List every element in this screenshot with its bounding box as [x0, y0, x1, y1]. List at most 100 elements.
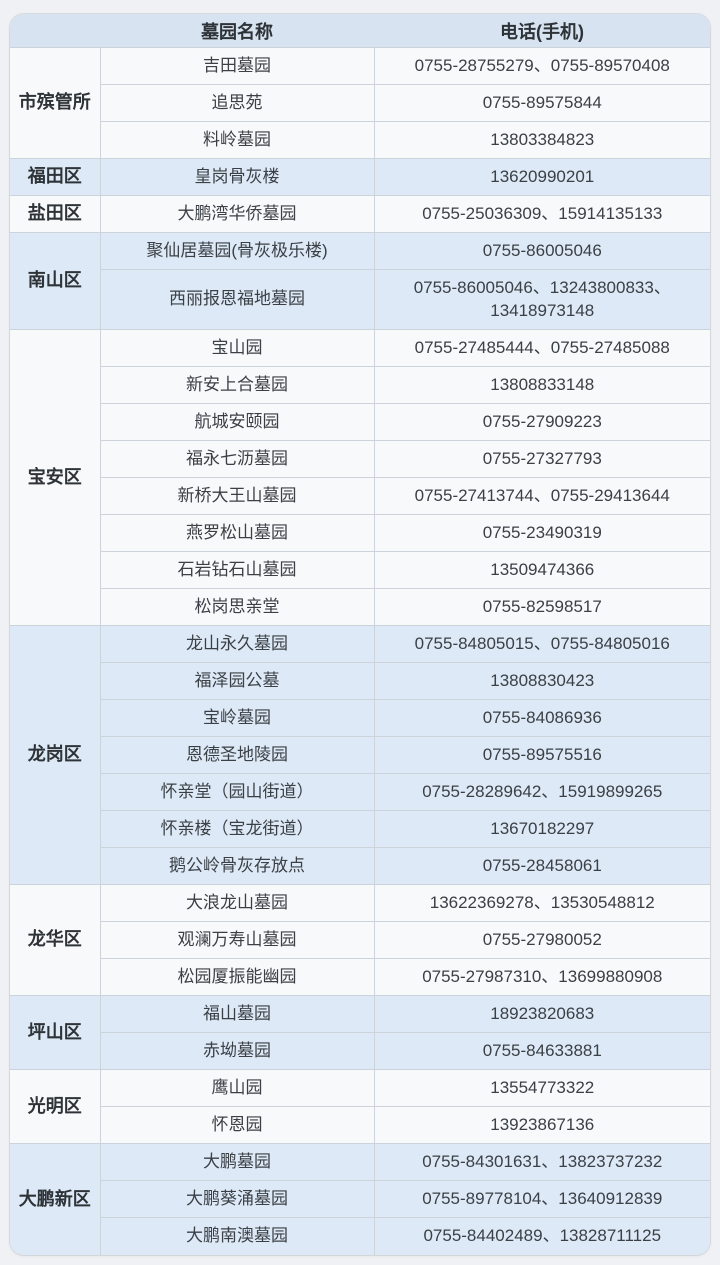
- district-group-dapeng: 大鹏新区 大鹏墓园 0755-84301631、13823737232 大鹏葵涌…: [10, 1143, 710, 1255]
- phone-cell: 13620990201: [373, 158, 710, 196]
- district-cell: 宝安区: [10, 329, 100, 626]
- phone-cell: 18923820683: [373, 995, 710, 1033]
- table-row: 宝安区 宝山园 0755-27485444、0755-27485088: [10, 329, 710, 626]
- phone-cell: 0755-27327793: [373, 440, 710, 478]
- district-cell: 龙华区: [10, 884, 100, 996]
- cemetery-name-cell: 西丽报恩福地墓园: [99, 269, 374, 330]
- cemetery-name-cell: 料岭墓园: [99, 121, 374, 159]
- phone-cell: 0755-84633881: [373, 1032, 710, 1070]
- cemetery-name-cell: 大鹏墓园: [99, 1143, 374, 1181]
- cemetery-name-cell: 观澜万寿山墓园: [99, 921, 374, 959]
- phone-cell: 0755-27909223: [373, 403, 710, 441]
- phone-cell: 0755-25036309、15914135133: [373, 195, 710, 233]
- phone-cell: 13803384823: [373, 121, 710, 159]
- table-row: 盐田区 大鹏湾华侨墓园 0755-25036309、15914135133: [10, 195, 710, 233]
- cemetery-name-cell: 石岩钻石山墓园: [99, 551, 374, 589]
- table-row: 燕罗松山墓园 0755-23490319: [10, 514, 710, 552]
- table-row: 松园厦振能幽园 0755-27987310、13699880908: [10, 958, 710, 996]
- table-row: 福泽园公墓 13808830423: [10, 662, 710, 700]
- table-row: 光明区 鹰山园 13554773322: [10, 1069, 710, 1144]
- phone-cell: 13509474366: [373, 551, 710, 589]
- cemetery-name-cell: 怀亲堂（园山街道）: [99, 773, 374, 811]
- table-row: 坪山区 福山墓园 18923820683: [10, 995, 710, 1070]
- district-group-guangming: 光明区 鹰山园 13554773322 怀恩园 13923867136: [10, 1069, 710, 1144]
- phone-cell: 0755-84086936: [373, 699, 710, 737]
- table-row: 怀亲堂（园山街道） 0755-28289642、15919899265: [10, 773, 710, 811]
- cemetery-name-cell: 松园厦振能幽园: [99, 958, 374, 996]
- table-row: 恩德圣地陵园 0755-89575516: [10, 736, 710, 774]
- district-cell: 盐田区: [10, 195, 100, 233]
- cemetery-name-cell: 福永七沥墓园: [99, 440, 374, 478]
- cemetery-name-cell: 大鹏南澳墓园: [99, 1217, 374, 1255]
- cemetery-name-cell: 福泽园公墓: [99, 662, 374, 700]
- cemetery-name-cell: 皇岗骨灰楼: [99, 158, 374, 196]
- table-row: 西丽报恩福地墓园 0755-86005046、13243800833、13418…: [10, 269, 710, 330]
- header-phone: 电话(手机): [374, 14, 710, 48]
- cemetery-name-cell: 新桥大王山墓园: [99, 477, 374, 515]
- district-group-nanshan: 南山区 聚仙居墓园(骨灰极乐楼) 0755-86005046 西丽报恩福地墓园 …: [10, 232, 710, 330]
- table-row: 赤坳墓园 0755-84633881: [10, 1032, 710, 1070]
- table-row: 大鹏南澳墓园 0755-84402489、13828711125: [10, 1217, 710, 1255]
- phone-cell: 13622369278、13530548812: [373, 884, 710, 922]
- table-row: 南山区 聚仙居墓园(骨灰极乐楼) 0755-86005046: [10, 232, 710, 330]
- district-cell: 大鹏新区: [10, 1143, 100, 1255]
- phone-cell: 0755-89778104、13640912839: [373, 1180, 710, 1218]
- table-row: 追思苑 0755-89575844: [10, 84, 710, 122]
- cemetery-name-cell: 松岗思亲堂: [99, 588, 374, 626]
- table-row: 大鹏葵涌墓园 0755-89778104、13640912839: [10, 1180, 710, 1218]
- data-table: 墓园名称 电话(手机) 市殡管所 吉田墓园 0755-28755279、0755…: [10, 14, 710, 1255]
- table-row: 料岭墓园 13803384823: [10, 121, 710, 159]
- cemetery-name-cell: 赤坳墓园: [99, 1032, 374, 1070]
- phone-cell: 0755-84301631、13823737232: [373, 1143, 710, 1181]
- cemetery-name-cell: 航城安颐园: [99, 403, 374, 441]
- cemetery-name-cell: 大鹏葵涌墓园: [99, 1180, 374, 1218]
- cemetery-name-cell: 怀恩园: [99, 1106, 374, 1144]
- cemetery-name-cell: 鹅公岭骨灰存放点: [99, 847, 374, 885]
- phone-cell: 0755-84805015、0755-84805016: [373, 625, 710, 663]
- district-cell: 福田区: [10, 158, 100, 196]
- table-row: 松岗思亲堂 0755-82598517: [10, 588, 710, 626]
- phone-cell: 13923867136: [373, 1106, 710, 1144]
- phone-cell: 0755-86005046、13243800833、13418973148: [373, 269, 710, 330]
- cemetery-name-cell: 宝岭墓园: [99, 699, 374, 737]
- table-row: 观澜万寿山墓园 0755-27980052: [10, 921, 710, 959]
- cemetery-phone-table: 墓园名称 电话(手机) 市殡管所 吉田墓园 0755-28755279、0755…: [10, 14, 710, 1255]
- phone-cell: 0755-86005046: [373, 232, 710, 270]
- phone-cell: 13808830423: [373, 662, 710, 700]
- district-group-shibinguansuo: 市殡管所 吉田墓园 0755-28755279、0755-89570408 追思…: [10, 47, 710, 159]
- cemetery-name-cell: 宝山园: [99, 329, 374, 367]
- cemetery-name-cell: 怀亲楼（宝龙街道）: [99, 810, 374, 848]
- cemetery-name-cell: 新安上合墓园: [99, 366, 374, 404]
- table-row: 怀恩园 13923867136: [10, 1106, 710, 1144]
- cemetery-name-cell: 吉田墓园: [99, 47, 374, 85]
- cemetery-name-cell: 聚仙居墓园(骨灰极乐楼): [99, 232, 374, 270]
- table-row: 怀亲楼（宝龙街道） 13670182297: [10, 810, 710, 848]
- phone-cell: 0755-27485444、0755-27485088: [373, 329, 710, 367]
- table-row: 新桥大王山墓园 0755-27413744、0755-29413644: [10, 477, 710, 515]
- cemetery-name-cell: 大鹏湾华侨墓园: [99, 195, 374, 233]
- phone-cell: 0755-89575844: [373, 84, 710, 122]
- phone-cell: 0755-27980052: [373, 921, 710, 959]
- cemetery-name-cell: 追思苑: [99, 84, 374, 122]
- cemetery-name-cell: 恩德圣地陵园: [99, 736, 374, 774]
- district-group-futian: 福田区 皇岗骨灰楼 13620990201: [10, 158, 710, 196]
- cemetery-name-cell: 大浪龙山墓园: [99, 884, 374, 922]
- phone-cell: 0755-23490319: [373, 514, 710, 552]
- phone-cell: 0755-28755279、0755-89570408: [373, 47, 710, 85]
- phone-cell: 0755-89575516: [373, 736, 710, 774]
- table-row: 龙岗区 龙山永久墓园 0755-84805015、0755-84805016: [10, 625, 710, 885]
- district-cell: 光明区: [10, 1069, 100, 1144]
- district-group-longhua: 龙华区 大浪龙山墓园 13622369278、13530548812 观澜万寿山…: [10, 884, 710, 996]
- district-group-baoan: 宝安区 宝山园 0755-27485444、0755-27485088 新安上合…: [10, 329, 710, 626]
- table-row: 鹅公岭骨灰存放点 0755-28458061: [10, 847, 710, 885]
- phone-cell: 0755-28289642、15919899265: [373, 773, 710, 811]
- phone-cell: 13670182297: [373, 810, 710, 848]
- header-cemetery-name: 墓园名称: [10, 14, 374, 48]
- phone-cell: 0755-84402489、13828711125: [373, 1217, 710, 1255]
- district-group-pingshan: 坪山区 福山墓园 18923820683 赤坳墓园 0755-84633881: [10, 995, 710, 1070]
- district-group-longgang: 龙岗区 龙山永久墓园 0755-84805015、0755-84805016 福…: [10, 625, 710, 885]
- phone-cell: 13808833148: [373, 366, 710, 404]
- header-row: 墓园名称 电话(手机): [10, 14, 710, 48]
- district-cell: 龙岗区: [10, 625, 100, 885]
